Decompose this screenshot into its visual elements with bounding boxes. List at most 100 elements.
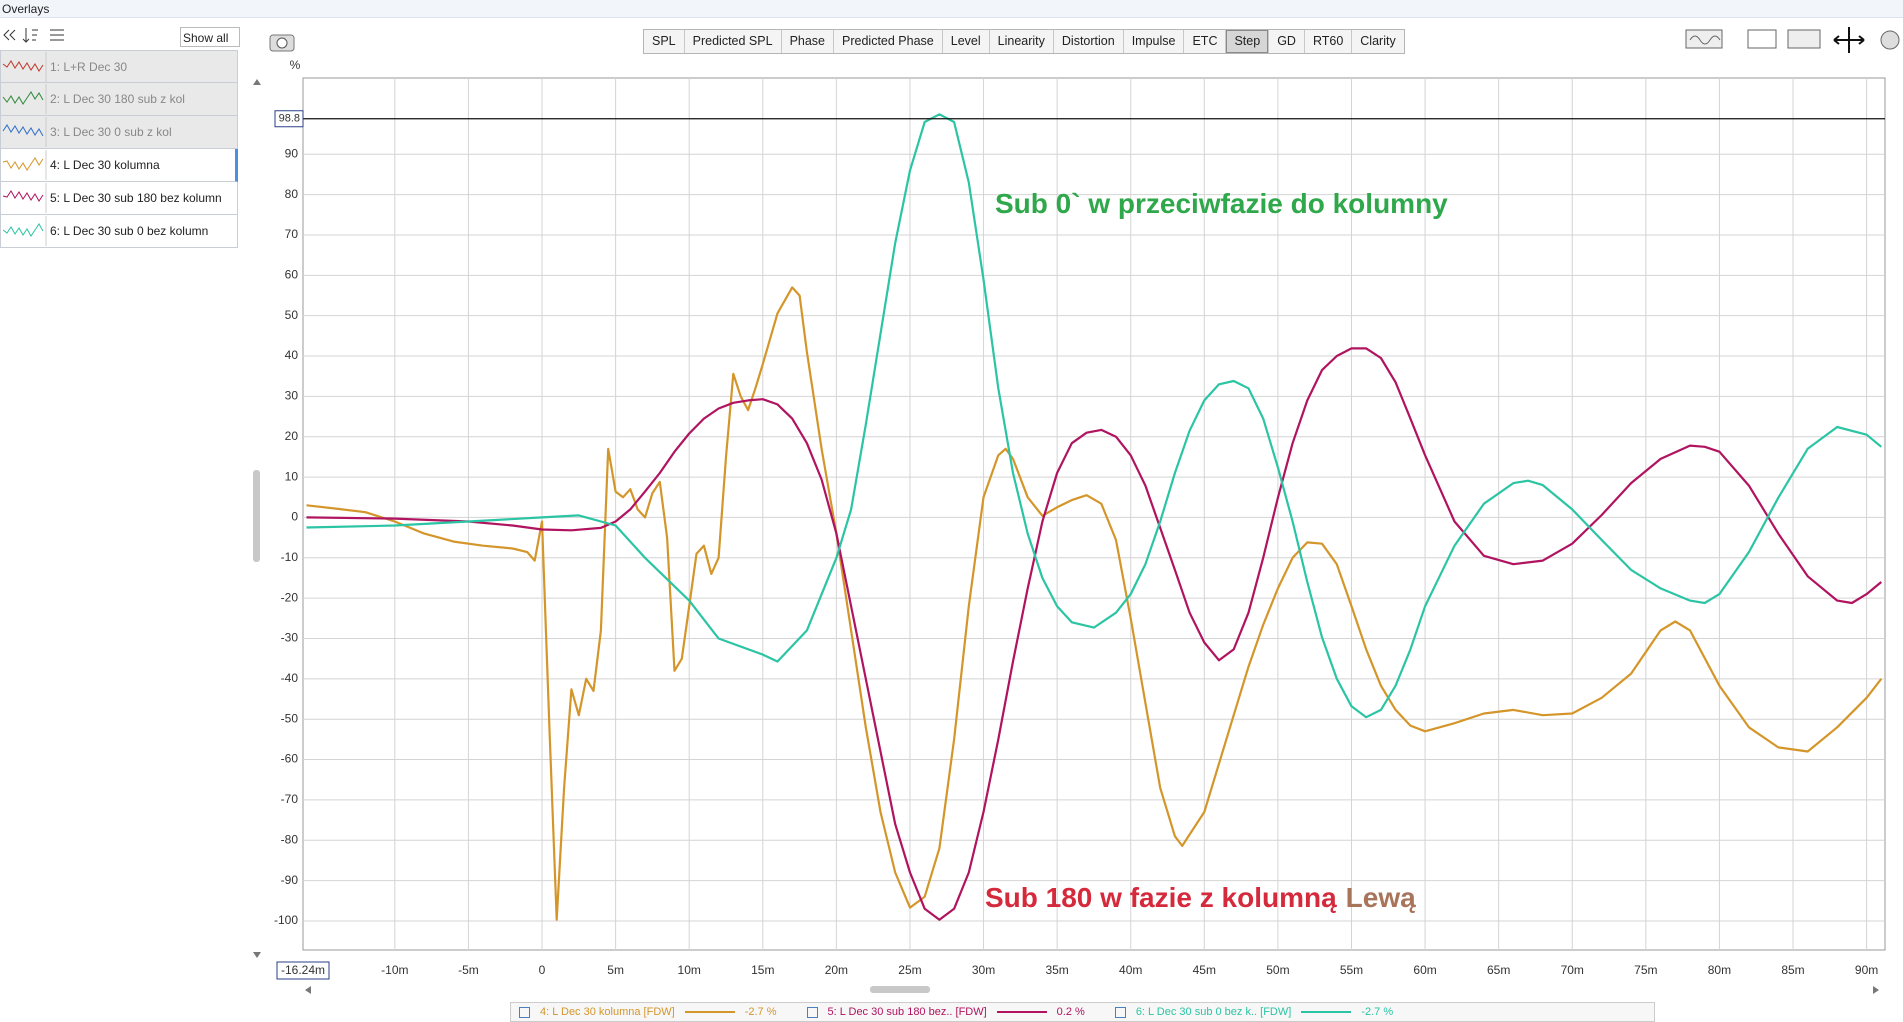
series-line — [306, 286, 1883, 921]
y-tick-label: 20 — [285, 429, 299, 443]
graph-tab[interactable]: Phase — [782, 30, 835, 53]
overlay-item[interactable]: 2: L Dec 30 180 sub z kol — [0, 83, 238, 116]
window-title: Overlays — [2, 2, 50, 16]
y-tick-label: -20 — [281, 590, 299, 604]
y-tick-label: 50 — [285, 308, 299, 322]
annotation: Sub 180 w fazie z kolumną Lewą — [985, 882, 1416, 913]
x-tick-label: 70m — [1561, 963, 1584, 977]
graph-tab[interactable]: Level — [943, 30, 990, 53]
x-tick-label: 25m — [898, 963, 921, 977]
x-tick-label: 45m — [1193, 963, 1216, 977]
legend-swatch — [996, 1011, 1047, 1013]
x-tick-label: 60m — [1413, 963, 1436, 977]
y-axis-label: % — [290, 58, 301, 72]
legend-checkbox — [519, 1006, 530, 1018]
cursor-x-box — [276, 961, 330, 980]
x-tick-label: -5m — [458, 963, 479, 977]
overlay-name: 1: L+R Dec 30 — [50, 60, 128, 74]
legend-reading: 0.2 % — [1056, 1006, 1085, 1018]
graph-tab[interactable]: Predicted SPL — [685, 30, 782, 53]
sidebar: Show all 1: L+R Dec 30 2: L Dec 30 180 su… — [0, 18, 240, 1017]
x-tick-label: 50m — [1266, 963, 1289, 977]
annotation-part: Sub 0` w przeciwfazie do kolumny — [995, 188, 1448, 219]
overlay-thumbnail — [2, 117, 47, 147]
overlay-item[interactable]: 4: L Dec 30 kolumna — [0, 149, 238, 182]
graph-tab[interactable]: Impulse — [1124, 30, 1185, 53]
y-tick-label: 80 — [285, 187, 299, 201]
overlay-item[interactable]: 6: L Dec 30 sub 0 bez kolumn — [0, 215, 238, 248]
overlay-item[interactable]: 3: L Dec 30 0 sub z kol — [0, 116, 238, 149]
thumbnail-trace — [2, 190, 44, 202]
series-line — [306, 347, 1882, 921]
x-tick-label: 85m — [1781, 963, 1804, 977]
graph-tab[interactable]: Distortion — [1054, 30, 1124, 53]
graph-tab[interactable]: GD — [1269, 30, 1305, 53]
graph-tab[interactable]: Predicted Phase — [834, 30, 943, 53]
overlay-thumbnail — [2, 52, 47, 82]
overlay-item[interactable]: 1: L+R Dec 30 — [0, 50, 238, 83]
y-tick-label: -90 — [281, 873, 299, 887]
scrollbars[interactable] — [253, 79, 1879, 994]
legend-swatch — [684, 1011, 735, 1013]
graph-tab[interactable]: Step — [1226, 30, 1270, 53]
y-tick-label: 60 — [285, 267, 299, 281]
overlay-item[interactable]: 5: L Dec 30 sub 180 bez kolumn — [0, 182, 238, 215]
x-tick-label: 30m — [972, 963, 995, 977]
x-tick-label: 90m — [1855, 963, 1878, 977]
title-bar: Overlays — [0, 0, 1903, 18]
graph-tab[interactable]: Clarity — [1360, 34, 1396, 48]
graph-tab[interactable]: ETC — [1184, 30, 1227, 53]
legend-name: 4: L Dec 30 kolumna [FDW] — [540, 1006, 675, 1018]
cursor-y-label: 98.8 — [279, 113, 300, 125]
overlay-name: 3: L Dec 30 0 sub z kol — [50, 125, 172, 139]
legend-entry: 6: L Dec 30 sub 0 bez k.. [FDW] -2.7 % — [1114, 1003, 1393, 1021]
graph-tab[interactable]: SPL — [644, 30, 685, 53]
series-line — [306, 113, 1882, 719]
x-tick-label: 65m — [1487, 963, 1510, 977]
annotation: Sub 0` w przeciwfazie do kolumny — [995, 188, 1448, 219]
y-tick-label: 90 — [285, 146, 299, 160]
overlay-list: 1: L+R Dec 30 2: L Dec 30 180 sub z kol 3:… — [0, 50, 238, 248]
legend-entry: 4: L Dec 30 kolumna [FDW] -2.7 % — [519, 1003, 777, 1021]
legend-checkbox — [1114, 1006, 1126, 1018]
y-tick-label: -70 — [281, 792, 299, 806]
overlay-thumbnail — [2, 150, 47, 180]
legend-reading: -2.7 % — [744, 1006, 777, 1018]
x-tick-label: 75m — [1634, 963, 1657, 977]
x-tick-label: 15m — [751, 963, 774, 977]
cursor-x-label: -16.24m — [281, 963, 325, 977]
x-tick-label: 20m — [825, 963, 848, 977]
graph-tab[interactable]: RT60 — [1305, 30, 1353, 53]
cursor-y-box — [274, 110, 304, 128]
sidebar-tools: Show all — [0, 22, 240, 48]
legend-checkbox — [806, 1006, 818, 1018]
y-tick-label: 70 — [285, 227, 299, 241]
plot-area — [302, 77, 1886, 951]
thumbnail-trace — [2, 60, 44, 72]
y-tick-label: -60 — [281, 752, 299, 766]
thumbnail-trace — [2, 91, 44, 105]
legend-entry: 5: L Dec 30 sub 180 bez.. [FDW] 0.2 % — [806, 1003, 1085, 1021]
overlay-thumbnail — [2, 183, 47, 213]
thumbnail-trace — [2, 223, 44, 237]
x-tick-label: 0 — [539, 963, 546, 977]
camera-icon[interactable] — [269, 34, 295, 52]
legend-name: 6: L Dec 30 sub 0 bez k.. [FDW] — [1135, 1006, 1292, 1018]
y-tick-label: -30 — [281, 631, 299, 645]
thumbnail-trace — [2, 157, 44, 171]
x-tick-label: 10m — [678, 963, 701, 977]
show-all-select[interactable]: Show all — [180, 27, 240, 47]
overlay-name: 4: L Dec 30 kolumna — [50, 158, 160, 172]
sidebar-icons[interactable] — [0, 22, 120, 48]
legend-bar: 4: L Dec 30 kolumna [FDW] -2.7 % 5: L Dec … — [510, 1002, 1655, 1022]
graph-tab[interactable]: Linearity — [990, 30, 1054, 53]
y-tick-label: 0 — [291, 510, 298, 524]
x-tick-label: 35m — [1045, 963, 1068, 977]
overlay-name: 2: L Dec 30 180 sub z kol — [50, 92, 185, 106]
graph-tabs: SPL Predicted SPL Phase Predicted Phase Leve… — [643, 29, 1405, 54]
legend-name: 5: L Dec 30 sub 180 bez.. [FDW] — [827, 1006, 987, 1018]
view-icons[interactable] — [1685, 27, 1900, 53]
overlay-name: 6: L Dec 30 sub 0 bez kolumn — [50, 224, 209, 238]
